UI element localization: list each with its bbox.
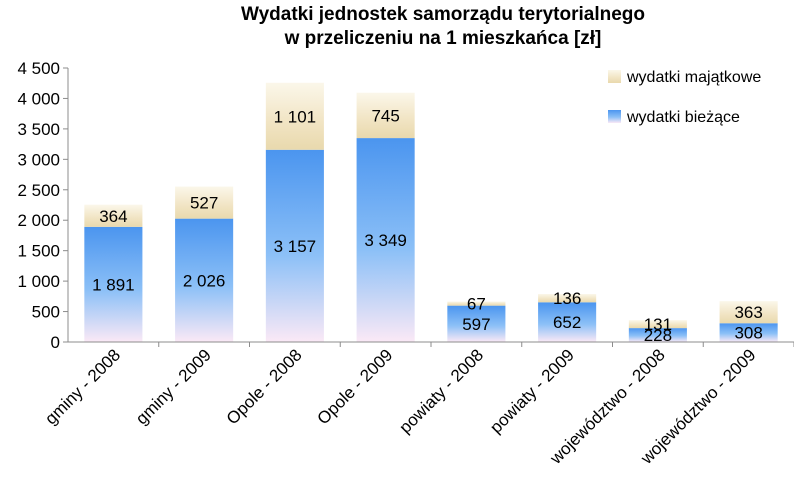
bar-current xyxy=(447,305,506,342)
y-tick-label: 2 000 xyxy=(17,211,60,230)
bar-current xyxy=(265,149,324,342)
bar-capital xyxy=(175,186,234,219)
bar-current xyxy=(356,138,415,342)
y-tick-label: 1 000 xyxy=(17,272,60,291)
bar-capital xyxy=(356,92,415,139)
y-axis: 0 500 1 000 1 500 2 000 2 500 3 000 3 500 4 000 4… xyxy=(17,59,69,352)
data-label-capital: 363 xyxy=(734,303,762,322)
x-axis: gminy - 2008 gminy - 2009 Opole - 2008 Opol… xyxy=(41,341,794,468)
data-label-capital: 1 101 xyxy=(274,107,317,126)
data-label-capital: 527 xyxy=(190,194,218,213)
y-tick-label: 4 000 xyxy=(17,89,60,108)
data-label-capital: 136 xyxy=(553,289,581,308)
data-label-current: 2 026 xyxy=(183,271,226,290)
y-tick-label: 3 000 xyxy=(17,150,60,169)
legend-label-capital: wydatki majątkowe xyxy=(626,69,761,86)
y-tick-label: 0 xyxy=(51,333,60,352)
bar-capital xyxy=(84,204,143,227)
bar-current xyxy=(538,302,597,342)
data-label-current: 652 xyxy=(553,313,581,332)
chart-subtitle: w przeliczeniu na 1 mieszkańca [zł] xyxy=(284,28,602,49)
x-category-label: Opole - 2008 xyxy=(223,345,306,428)
x-category-label: powiaty - 2008 xyxy=(396,345,488,437)
bar-current xyxy=(84,226,143,342)
bar-capital xyxy=(719,301,778,324)
legend-label-current: wydatki bieżące xyxy=(626,109,740,126)
x-category-label: Opole - 2009 xyxy=(314,345,397,428)
bar-capital xyxy=(538,294,597,303)
bar-current xyxy=(719,323,778,342)
legend-swatch-capital xyxy=(608,70,621,83)
data-label-capital: 131 xyxy=(644,315,672,334)
data-label-current: 1 891 xyxy=(92,275,135,294)
x-category-label: powiaty - 2009 xyxy=(486,345,578,437)
data-label-current: 3 157 xyxy=(274,237,317,256)
data-label-current: 3 349 xyxy=(364,231,407,250)
x-category-label: gminy - 2008 xyxy=(41,345,124,428)
x-category-label: gminy - 2009 xyxy=(132,345,215,428)
data-label-capital: 67 xyxy=(467,295,486,314)
bar-current xyxy=(175,218,234,342)
y-tick-label: 4 500 xyxy=(17,59,60,78)
bar-current xyxy=(628,328,687,342)
y-tick-label: 500 xyxy=(32,303,60,322)
data-label-current: 597 xyxy=(462,315,490,334)
bar-capital xyxy=(265,82,324,150)
y-tick-label: 1 500 xyxy=(17,242,60,261)
legend: wydatki majątkowe wydatki bieżące xyxy=(608,69,761,126)
data-label-capital: 745 xyxy=(371,106,399,125)
bar-capital xyxy=(628,320,687,329)
bar-capital xyxy=(447,301,506,306)
data-label-capital: 364 xyxy=(99,207,127,226)
y-tick-label: 2 500 xyxy=(17,181,60,200)
chart-title: Wydatki jednostek samorządu terytorialne… xyxy=(241,4,645,25)
data-label-current: 228 xyxy=(644,326,672,345)
legend-swatch-current xyxy=(608,110,621,123)
data-label-current: 308 xyxy=(734,324,762,343)
y-tick-label: 3 500 xyxy=(17,120,60,139)
